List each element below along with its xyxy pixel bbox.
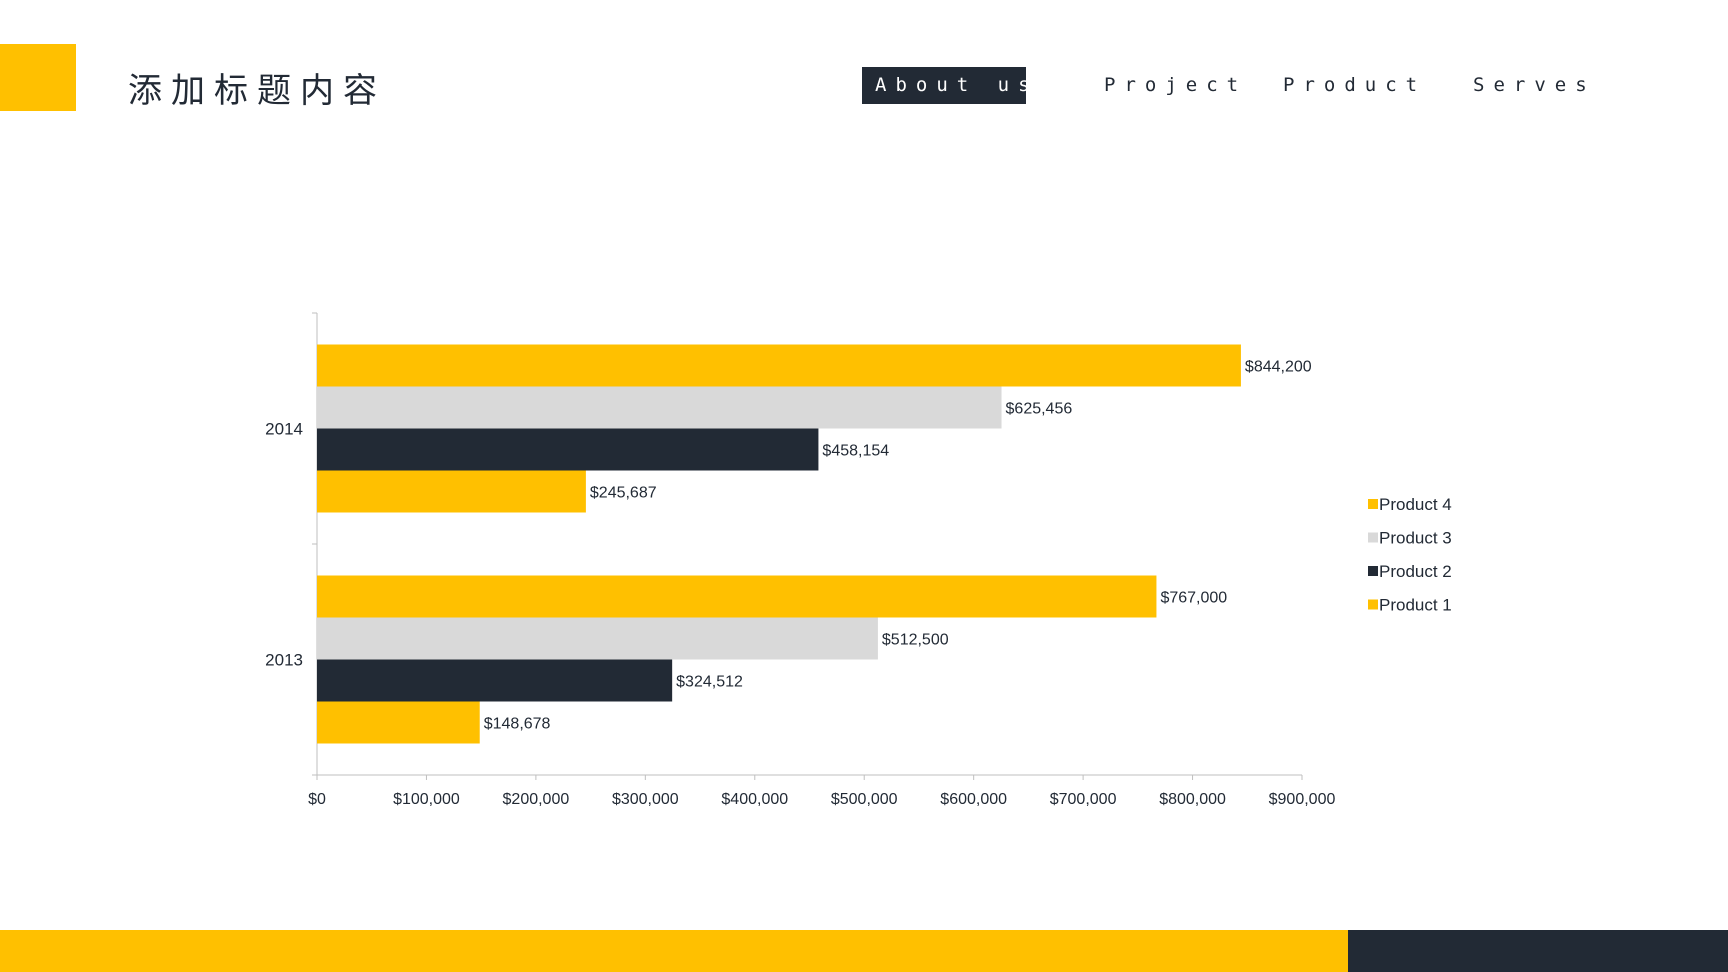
- nav-about-us[interactable]: About us: [862, 67, 1030, 104]
- data-label: $512,500: [882, 632, 949, 649]
- data-label: $148,678: [484, 716, 551, 733]
- x-tick-label: $600,000: [940, 791, 1007, 808]
- data-label: $625,456: [1006, 401, 1073, 418]
- legend-label: Product 1: [1379, 596, 1452, 615]
- bar-product-3: [317, 386, 1002, 429]
- bar-product-2: [317, 659, 673, 702]
- x-tick-label: $300,000: [612, 791, 679, 808]
- nav-product[interactable]: Product: [1283, 74, 1427, 96]
- legend-swatch: [1368, 599, 1378, 610]
- bar-product-4: [317, 575, 1157, 618]
- x-tick-label: $200,000: [503, 791, 570, 808]
- bar-product-4: [317, 344, 1241, 387]
- page-title: 添加标题内容: [128, 71, 386, 111]
- x-tick-label: $0: [308, 791, 326, 808]
- legend-label: Product 2: [1379, 562, 1452, 581]
- data-label: $324,512: [676, 674, 743, 691]
- footer-dark-bar: [1348, 930, 1728, 972]
- x-tick-label: $400,000: [721, 791, 788, 808]
- legend-label: Product 3: [1379, 529, 1452, 548]
- bar-product-2: [317, 428, 819, 471]
- x-tick-label: $900,000: [1269, 791, 1336, 808]
- data-label: $245,687: [590, 485, 657, 502]
- legend-swatch: [1368, 532, 1378, 543]
- bar-product-3: [317, 617, 878, 660]
- accent-block: [0, 44, 76, 111]
- y-category-label: 2014: [265, 420, 303, 439]
- data-label: $844,200: [1245, 359, 1312, 376]
- legend-swatch: [1368, 499, 1378, 509]
- legend-label: Product 4: [1379, 495, 1452, 514]
- x-tick-label: $700,000: [1050, 791, 1117, 808]
- bar-product-1: [317, 470, 586, 513]
- nav-project[interactable]: Project: [1104, 74, 1248, 96]
- bar-product-1: [317, 701, 480, 744]
- legend-swatch: [1368, 566, 1378, 576]
- nav-serves[interactable]: Serves: [1473, 74, 1596, 96]
- y-category-label: 2013: [265, 651, 303, 670]
- data-label: $458,154: [822, 443, 889, 460]
- x-tick-label: $100,000: [393, 791, 460, 808]
- x-tick-label: $800,000: [1159, 791, 1226, 808]
- footer-accent-bar: [0, 930, 1348, 972]
- data-label: $767,000: [1160, 590, 1227, 607]
- x-tick-label: $500,000: [831, 791, 898, 808]
